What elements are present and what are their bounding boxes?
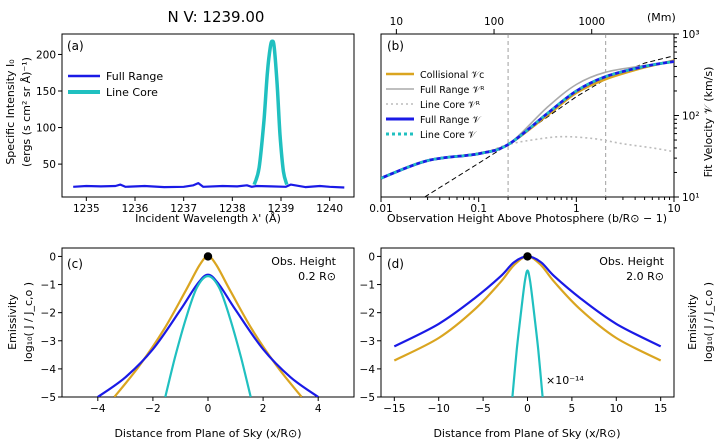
panel-c-ylabel-1: Emissivity [6,294,19,350]
panel-pc-xtick-label: −2 [145,403,160,415]
panel-a-label: (a) [67,39,84,53]
series-full-range [73,182,345,189]
panel-b-ylabel: Fit Velocity 𝒱 (km/s) [702,67,715,178]
panel-pd-xtick-label: 10 [610,403,623,415]
panel-b-xtick-label: 1 [573,203,580,215]
panel-b-top-tick-label: 10 [390,16,403,28]
panel-pd-peak-marker [523,252,532,261]
legend-full-range-label: Full Range [106,70,163,83]
panel-a-xtick-label: 1238 [219,203,246,215]
panel-b-ytick-label: 10¹ [682,192,700,204]
legend-line-core-label: Line Core [106,86,158,99]
panel-d-label: (d) [387,257,404,271]
panel-pc-ytick-label: −1 [41,280,56,292]
panel-b-xtick-label: 10 [667,203,680,215]
panel-pd-xtick-label: −10 [428,403,450,415]
series-full-range [97,273,319,397]
panel-d-annotation-1: Obs. Height [599,255,664,268]
panel-a-ylabel-1: Specific Intensity I₀ [4,59,17,165]
panel-a-xtick-label: 1240 [316,203,343,215]
series-line-core [511,269,544,397]
panel-pd-ytick-label: −1 [360,280,375,292]
panel-b-xtick-label: 0.01 [369,203,392,215]
panel-pd-ytick-label: −3 [360,336,375,348]
panel-a-ytick-label: 100 [36,123,56,135]
panel-a-ytick-label: 200 [36,49,56,61]
panel-a-xtick-label: 1237 [170,203,197,215]
series-line-core [252,39,289,186]
panel-a-ytick-label: 150 [36,86,56,98]
legend-line-core-v-label: Line Core 𝒱 [420,130,478,141]
panel-pc-xtick-label: 4 [315,403,322,415]
panel-pd-ytick-label: −2 [360,308,375,320]
panel-a-ytick-label: 50 [43,159,56,171]
panel-b-top-tick-label: 1000 [578,16,605,28]
panel-a: (a) Full Range Line Core Specific Intens… [4,33,355,225]
panel-d: (d) Obs. Height 2.0 R⊙ ×10⁻¹⁴ Distance f… [360,247,715,440]
panel-d-annotation-2: 2.0 R⊙ [626,270,664,283]
panel-pd-ytick-label: −4 [360,364,376,376]
panel-c-xlabel: Distance from Plane of Sky (x/R⊙) [114,427,301,440]
legend-collisional-label: Collisional 𝒱ᴄ [420,70,484,81]
panel-b-legend: Collisional 𝒱ᴄ Full Range 𝒱ᴿ Line Core 𝒱… [386,70,484,141]
panel-c-label: (c) [67,257,83,271]
panel-pd-ytick-label: 0 [368,251,375,263]
panel-pd-xtick-label: −15 [383,403,405,415]
panel-pc-ytick-label: −2 [41,308,56,320]
panel-d-ylabel-1: Emissivity [686,294,699,350]
panel-pd-xtick-label: 0 [524,403,531,415]
panel-a-frame [61,33,355,198]
panel-pc-xtick-label: 2 [260,403,267,415]
panel-c-ylabel-2: log₁₀( J / J_c,o ) [22,282,35,362]
panel-b-xlabel: Observation Height Above Photosphere (b/… [387,212,667,225]
series-line-core-v [381,60,674,180]
panel-b-ytick-label: 10² [682,111,700,123]
panel-pd-xtick-label: −5 [475,403,490,415]
legend-line-core-vr-label: Line Core 𝒱ᴿ [420,100,480,111]
panel-pc-ytick-label: −3 [41,336,56,348]
panel-d-ylabel-2: log₁₀( J / J_c,o ) [702,282,715,362]
panel-pd-ytick-label: −5 [360,392,375,404]
panel-b-top-tick-label: 100 [484,16,504,28]
panel-pc-peak-marker [203,252,213,261]
panel-a-ylabel-2: (ergs (s cm² sr Å)⁻¹) [20,57,33,167]
panel-b-ytick-label: 10³ [682,29,700,41]
panel-pd-xtick-label: 15 [654,403,667,415]
panel-c-annotation-1: Obs. Height [271,255,336,268]
series-line-core-vr [381,135,674,179]
panel-c-annotation-2: 0.2 R⊙ [298,270,336,283]
panel-pc-ytick-label: −5 [41,392,56,404]
panel-pc-xtick-label: 0 [205,403,212,415]
panel-b: (b) (Mm) Observation Height Above Photos… [369,11,715,225]
panel-c: (c) Obs. Height 0.2 R⊙ Distance from Pla… [6,247,355,440]
panel-b-label: (b) [387,39,404,53]
panel-a-xtick-label: 1235 [73,203,100,215]
panel-d-scale-note: ×10⁻¹⁴ [546,374,584,387]
series-line-core [164,275,252,397]
panel-a-xtick-label: 1239 [268,203,295,215]
panel-pc-ytick-label: −4 [41,364,57,376]
panel-a-legend: Full Range Line Core [68,70,163,99]
panel-pd-xtick-label: 5 [569,403,576,415]
panel-b-top-xlabel: (Mm) [647,11,676,24]
panel-a-xlabel: Incident Wavelength λ' (Å) [135,212,281,225]
legend-full-range-vr-label: Full Range 𝒱ᴿ [420,85,484,96]
panel-pc-xtick-label: −4 [90,403,106,415]
legend-full-range-v-label: Full Range 𝒱 [420,115,482,126]
panel-a-xtick-label: 1236 [122,203,149,215]
panel-pc-ytick-label: 0 [49,251,56,263]
figure-title: N V: 1239.00 [168,8,265,26]
panel-b-xtick-label: 0.1 [470,203,487,215]
panel-d-xlabel: Distance from Plane of Sky (x/R⊙) [433,427,620,440]
series-collisional [113,255,303,397]
